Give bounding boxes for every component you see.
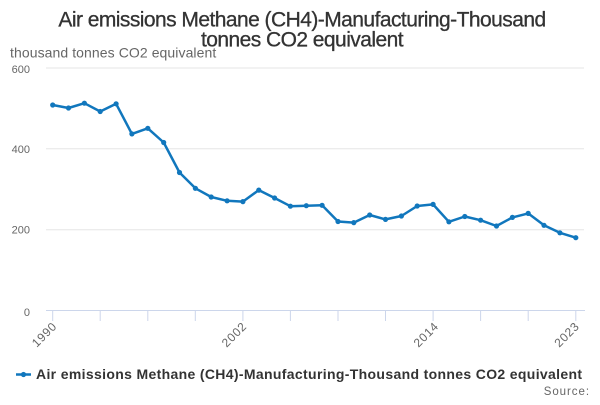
svg-text:200: 200 [12,225,30,237]
svg-text:0: 0 [24,307,30,319]
svg-text:400: 400 [12,144,30,156]
svg-text:Air emissions Methane (CH4)-Ma: Air emissions Methane (CH4)-Manufacturin… [58,8,545,31]
svg-text:Air emissions Methane (CH4)-Ma: Air emissions Methane (CH4)-Manufacturin… [36,366,582,382]
svg-text:thousand tonnes CO2 equivalent: thousand tonnes CO2 equivalent [10,45,216,61]
svg-text:Source:: Source: [544,386,590,398]
svg-text:600: 600 [12,64,30,76]
svg-text:tonnes CO2 equivalent: tonnes CO2 equivalent [201,28,404,51]
